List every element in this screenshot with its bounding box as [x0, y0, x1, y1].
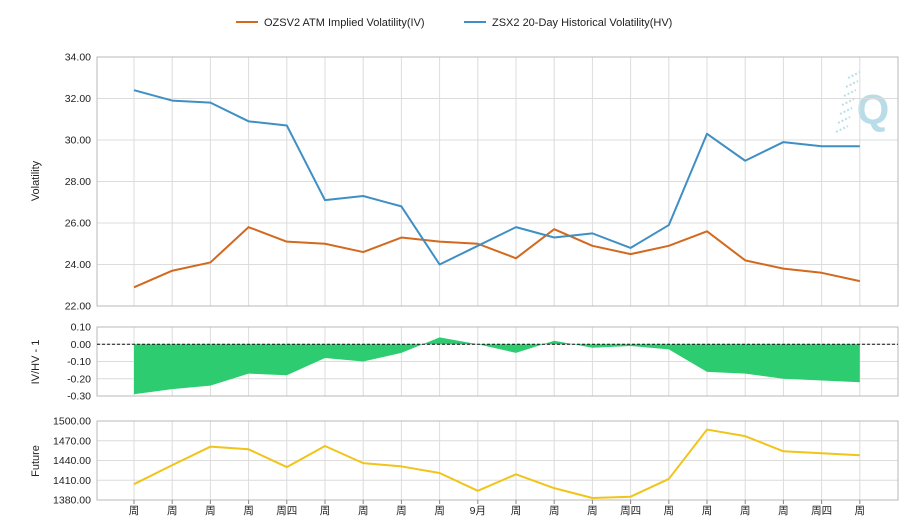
- x-axis: 周 周 周 周 周四 周 周 周 周 9月 周 周 周 周四 周 周 周 周 周四 周: [129, 500, 865, 517]
- legend-iv-label: OZSV2 ATM Implied Volatility(IV): [264, 17, 425, 29]
- ratio-y-tick-label: 0.10: [71, 322, 92, 334]
- x-tick-label: 周: [243, 505, 254, 517]
- future-y-tick-label: 1440.00: [53, 455, 91, 467]
- vol-y-tick-label: 22.00: [65, 301, 91, 313]
- vol-y-tick-label: 30.00: [65, 135, 91, 147]
- x-tick-label: 周: [167, 505, 178, 517]
- iv-line: [133, 226, 861, 289]
- x-tick-label: 周: [511, 505, 522, 517]
- future-line: [133, 428, 860, 500]
- x-tick-label: 周: [702, 505, 713, 517]
- x-tick-label: 周四: [620, 505, 641, 517]
- x-tick-label: 周: [129, 505, 140, 517]
- x-tick-label: 周: [740, 505, 751, 517]
- legend: OZSV2 ATM Implied Volatility(IV) ZSX2 20-…: [236, 17, 672, 29]
- vol-y-tick-label: 24.00: [65, 259, 91, 271]
- watermark-stroke: [847, 71, 861, 79]
- watermark-stroke: [841, 98, 855, 106]
- x-tick-label: 周: [358, 505, 369, 517]
- x-tick-label: 周: [205, 505, 216, 517]
- vol-y-tick-label: 34.00: [65, 52, 91, 64]
- ratio-area: [134, 337, 860, 395]
- legend-hv-label: ZSX2 20-Day Historical Volatility(HV): [492, 17, 672, 29]
- x-tick-label: 周: [855, 505, 866, 517]
- watermark-letter: Q: [857, 86, 890, 133]
- volatility-panel: 34.00 32.00 30.00 28.00 26.00 24.00 22.00 Volat…: [30, 52, 899, 313]
- vol-axis-title: Volatility: [30, 160, 42, 201]
- ratio-y-tick-label: -0.20: [67, 373, 91, 385]
- watermark-stroke: [839, 107, 853, 115]
- hv-line: [133, 89, 860, 266]
- ratio-panel: 0.10 0.00 -0.10 -0.20 -0.30 IV/HV - 1: [30, 322, 899, 403]
- future-y-tick-label: 1470.00: [53, 435, 91, 447]
- future-axis-title: Future: [30, 445, 42, 477]
- future-y-tick-label: 1380.00: [53, 495, 91, 507]
- q-logo-icon: Q: [835, 71, 890, 133]
- x-tick-label: 周: [664, 505, 675, 517]
- vol-y-tick-label: 32.00: [65, 93, 91, 105]
- ratio-y-tick-label: -0.30: [67, 391, 91, 403]
- future-frame: [96, 420, 899, 501]
- x-tick-label: 周四: [811, 505, 832, 517]
- future-y-tick-label: 1410.00: [53, 475, 91, 487]
- watermark-stroke: [835, 125, 849, 133]
- ratio-y-tick-label: 0.00: [71, 339, 92, 351]
- x-tick-label: 周: [320, 505, 331, 517]
- x-tick-label: 周: [549, 505, 560, 517]
- future-panel: 1500.00 1470.00 1440.00 1410.00 1380.00 Futur…: [30, 416, 899, 507]
- watermark-stroke: [837, 116, 851, 124]
- vol-y-tick-label: 26.00: [65, 218, 91, 230]
- x-tick-label: 周: [396, 505, 407, 517]
- ratio-y-tick-label: -0.10: [67, 356, 91, 368]
- ratio-frame: [96, 326, 899, 397]
- vol-frame: [96, 56, 899, 307]
- ratio-axis-title: IV/HV - 1: [30, 340, 42, 385]
- x-tick-label: 周四: [276, 505, 297, 517]
- future-y-tick-label: 1500.00: [53, 416, 91, 428]
- watermark-stroke: [843, 89, 857, 97]
- x-tick-label: 周: [778, 505, 789, 517]
- vol-y-tick-label: 28.00: [65, 176, 91, 188]
- x-tick-label: 9月: [470, 505, 486, 517]
- x-tick-label: 周: [587, 505, 598, 517]
- x-tick-label: 周: [434, 505, 445, 517]
